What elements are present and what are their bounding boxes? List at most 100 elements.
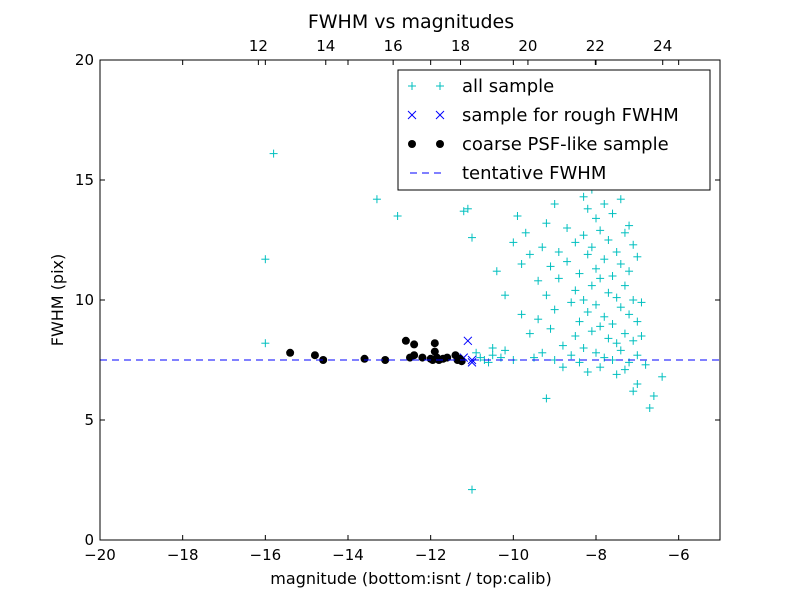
all-sample-point [534, 276, 543, 285]
all-sample-point [592, 300, 600, 309]
all-sample-point [637, 298, 646, 307]
all-sample-point [468, 233, 476, 242]
all-sample-point [575, 358, 584, 367]
all-sample-point [261, 339, 270, 348]
legend-all-sample-marker [408, 82, 416, 90]
all-sample-point [629, 387, 638, 396]
x-tick-label: −14 [332, 546, 364, 564]
all-sample-point [629, 240, 638, 249]
all-sample-point [546, 262, 555, 271]
legend: all sample sample for rough FWHM coarse PS… [397, 69, 711, 191]
legend-all-sample-label: all sample [462, 76, 554, 97]
all-sample-point [616, 346, 625, 355]
rough-fwhm-point [463, 336, 473, 346]
all-sample-point [534, 315, 543, 324]
all-sample-point [575, 317, 584, 326]
top-x-tick-label: 24 [653, 37, 672, 55]
all-sample-point [393, 212, 402, 220]
all-sample-point [629, 296, 638, 304]
all-sample-point [575, 269, 584, 278]
all-sample-point [554, 274, 563, 283]
all-sample-point [629, 336, 638, 345]
legend-psf-like-label: coarse PSF-like sample [462, 134, 669, 155]
top-x-tick-label: 18 [451, 37, 470, 55]
all-sample-point [625, 310, 634, 319]
top-x-tick-label: 12 [249, 37, 268, 55]
all-sample-point [488, 344, 497, 352]
psf-like-point [410, 351, 419, 360]
all-sample-point [538, 243, 547, 252]
psf-like-point [430, 339, 439, 348]
all-sample-point [592, 214, 600, 223]
all-sample-point [567, 298, 576, 307]
all-sample-point [620, 228, 629, 237]
all-sample-point [521, 228, 530, 237]
all-sample-point [583, 204, 592, 213]
all-sample-point [587, 327, 596, 336]
all-sample-point [472, 348, 481, 357]
all-sample-point [558, 363, 567, 372]
all-sample-point [592, 264, 600, 273]
all-sample-point [579, 231, 588, 240]
all-sample-point [525, 329, 534, 338]
legend-rough-fwhm-marker [435, 110, 445, 120]
all-sample-point [583, 368, 592, 376]
all-sample-point [612, 248, 621, 256]
legend-box [397, 69, 711, 191]
all-sample-point [600, 312, 609, 321]
legend-psf-like-marker [436, 140, 444, 148]
y-tick-label: 0 [84, 531, 94, 549]
psf-like-point [381, 356, 390, 364]
legend-rough-fwhm-marker [407, 110, 417, 120]
psf-like-point [430, 347, 439, 356]
all-sample-point [542, 394, 551, 403]
all-sample-point [571, 332, 580, 340]
all-sample-point [583, 250, 592, 259]
all-sample-point [546, 324, 555, 333]
all-sample-point [571, 238, 580, 247]
all-sample-point [633, 317, 642, 326]
all-sample-point [517, 260, 526, 268]
y-tick-label: 5 [84, 411, 94, 429]
all-sample-point [620, 365, 629, 374]
all-sample-point [571, 286, 580, 295]
top-x-tick-label: 22 [586, 37, 605, 55]
all-sample-point [509, 238, 518, 247]
all-sample-point [587, 243, 596, 252]
all-sample-point [542, 291, 551, 300]
psf-like-point [310, 351, 319, 360]
all-sample-point [596, 363, 605, 372]
all-sample-point [596, 274, 605, 283]
psf-like-point [410, 340, 419, 349]
all-sample-point [600, 255, 609, 264]
all-sample-point [550, 305, 559, 314]
all-sample-point [612, 370, 621, 379]
legend-rough-fwhm-marker-b [407, 110, 417, 120]
x-tick-label: −6 [668, 546, 690, 564]
all-sample-point [620, 281, 629, 290]
legend-rough-fwhm-marker-b [435, 110, 445, 120]
all-sample-point [625, 267, 634, 276]
legend-rough-fwhm-label: sample for rough FWHM [462, 105, 679, 126]
top-x-tick-label: 16 [384, 37, 403, 55]
psf-like-point [360, 354, 369, 363]
all-sample-point [463, 204, 472, 213]
y-axis-label: FWHM (pix) [48, 254, 67, 347]
psf-like-point [286, 348, 295, 357]
all-sample-point [492, 267, 501, 276]
all-sample-point [604, 334, 613, 343]
x-tick-label: −12 [415, 546, 447, 564]
all-sample-point [600, 200, 609, 208]
x-tick-label: −18 [167, 546, 199, 564]
all-sample-point [633, 380, 642, 388]
x-tick-label: −16 [250, 546, 282, 564]
all-sample-point [563, 224, 572, 232]
x-axis-label: magnitude (bottom:isnt / top:calib) [270, 569, 551, 588]
all-sample-point [501, 346, 510, 355]
all-sample-point [649, 392, 658, 400]
all-sample-point [658, 372, 667, 381]
x-tick-label: −10 [498, 546, 530, 564]
axes: −20 −18 −16 −14 −12 −10 −8 −6 0 5 10 15 20 12 14 16 18 20… [75, 37, 720, 564]
all-sample-point [641, 360, 650, 369]
all-sample-point [616, 303, 625, 312]
